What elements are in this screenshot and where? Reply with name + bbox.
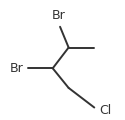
- Text: Br: Br: [10, 62, 23, 75]
- Text: Br: Br: [52, 9, 66, 22]
- Text: Cl: Cl: [99, 105, 111, 117]
